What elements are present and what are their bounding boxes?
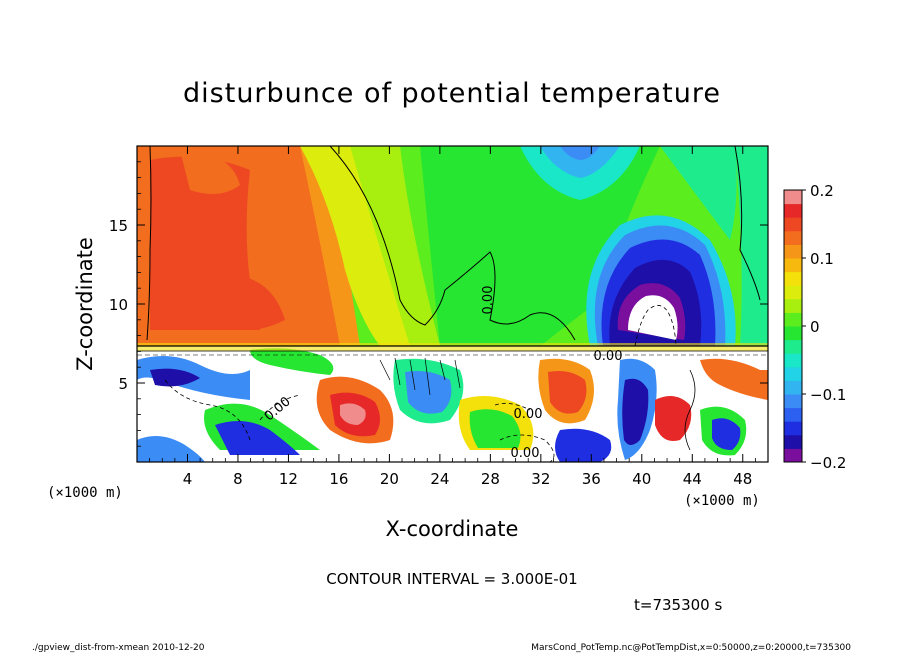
- colorbar-tick-label: 0.1: [810, 250, 834, 268]
- colorbar-tick-label: 0: [810, 318, 820, 336]
- x-tick-label: 28: [481, 470, 500, 488]
- x-axis-label: X-coordinate: [386, 517, 519, 541]
- colorbar-swatch: [784, 448, 802, 463]
- x-tick-label: 36: [582, 470, 601, 488]
- x-tick-label: 8: [233, 470, 243, 488]
- contour-label: 0.00: [481, 286, 496, 315]
- footer-right: MarsCond_PotTemp.nc@PotTempDist,x=0:5000…: [531, 643, 851, 653]
- time-label: t=735300 s: [634, 596, 722, 614]
- colorbar-swatch: [784, 190, 802, 205]
- colorbar-ticks: 0.2 0.1 0 −0.1 −0.2: [802, 182, 846, 472]
- colorbar-swatch: [784, 353, 802, 368]
- x-tick-label: 4: [183, 470, 193, 488]
- heatmap-field: [137, 146, 768, 462]
- x-unit-right: (×1000 m): [684, 493, 760, 509]
- colorbar-tick-label: 0.2: [810, 182, 834, 200]
- contour-label: 0.00: [594, 349, 623, 364]
- x-unit-left: (×1000 m): [47, 485, 123, 501]
- footer-left: ./gpview_dist-from-xmean 2010-12-20: [32, 643, 205, 653]
- colorbar-swatch: [784, 394, 802, 409]
- x-tick-label: 24: [430, 470, 449, 488]
- colorbar-swatch: [784, 244, 802, 259]
- y-axis-label: Z-coordinate: [73, 237, 97, 371]
- contour-label: 0.00: [514, 407, 543, 422]
- y-tick-label: 5: [118, 375, 128, 393]
- x-tick-label: 40: [632, 470, 651, 488]
- colorbar-swatch: [784, 203, 802, 218]
- x-tick-label: 16: [329, 470, 348, 488]
- x-tick-label: 12: [279, 470, 298, 488]
- x-tick-label: 20: [380, 470, 399, 488]
- contour-label: 0.00: [511, 446, 540, 461]
- x-axis: 4 8 12 16 20 24 28 32 36 40 44 48: [149, 146, 756, 488]
- colorbar-swatch: [784, 217, 802, 232]
- colorbar-swatch: [784, 407, 802, 422]
- colorbar-swatch: [784, 380, 802, 395]
- colorbar-swatch: [784, 285, 802, 300]
- colorbar-swatch: [784, 326, 802, 341]
- contour-interval-note: CONTOUR INTERVAL = 3.000E-01: [326, 570, 577, 588]
- colorbar: [783, 189, 803, 463]
- colorbar-swatch: [784, 366, 802, 381]
- x-tick-label: 48: [733, 470, 752, 488]
- colorbar-swatch: [784, 421, 802, 436]
- colorbar-swatch: [784, 339, 802, 354]
- colorbar-swatch: [784, 230, 802, 245]
- x-tick-label: 32: [531, 470, 550, 488]
- colorbar-swatch: [784, 258, 802, 273]
- y-axis: 5 10 15: [109, 161, 768, 447]
- colorbar-swatch: [784, 434, 802, 449]
- y-tick-label: 15: [109, 217, 128, 235]
- colorbar-tick-label: −0.1: [810, 386, 846, 404]
- y-tick-label: 10: [109, 296, 128, 314]
- colorbar-swatch: [784, 312, 802, 327]
- colorbar-swatch: [784, 298, 802, 313]
- colorbar-tick-label: −0.2: [810, 454, 846, 472]
- x-tick-label: 44: [683, 470, 702, 488]
- chart-title: disturbunce of potential temperature: [183, 78, 721, 109]
- colorbar-swatch: [784, 271, 802, 286]
